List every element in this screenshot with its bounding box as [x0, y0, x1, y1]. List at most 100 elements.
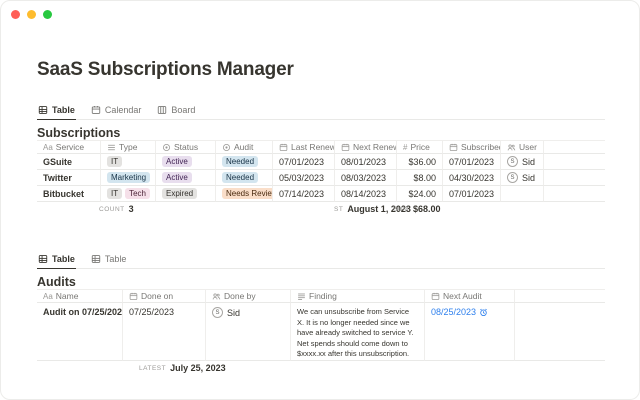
cell-empty[interactable] [544, 170, 605, 186]
tag: Tech [125, 188, 151, 199]
cell-last-renewal[interactable]: 07/14/2023 [273, 186, 335, 202]
audits-aggregates: LATEST July 25, 2023 [37, 361, 605, 375]
audits-title: Audits [37, 275, 76, 289]
person-chip: S Sid [507, 156, 535, 167]
audits-view-tabs: Table Table [37, 251, 605, 269]
calendar-icon [91, 105, 101, 114]
column-header-status[interactable]: Status [156, 140, 216, 154]
tab-label: Table [52, 254, 75, 264]
cell-status[interactable]: Active [156, 154, 216, 170]
column-header-name[interactable]: Aa Name [37, 289, 123, 303]
text-lines-icon [298, 293, 305, 300]
column-header-price[interactable]: # Price [397, 140, 443, 154]
tab-label: Table [52, 105, 75, 115]
person-chip: S Sid [212, 307, 240, 318]
cell-type[interactable]: IT [101, 154, 156, 170]
calendar-icon [431, 292, 440, 300]
column-header-service[interactable]: Aa Service [37, 140, 101, 154]
column-header-user[interactable]: User [501, 140, 544, 154]
cell-subscribed[interactable]: 07/01/2023 [443, 186, 501, 202]
date-reminder-link[interactable]: 08/25/2023 [431, 307, 488, 317]
avatar: S [507, 172, 518, 183]
tag: Marketing [107, 172, 151, 183]
cell-user[interactable]: S Sid [501, 154, 544, 170]
tag: IT [107, 188, 123, 199]
select-icon [163, 143, 170, 151]
tab-label: Board [171, 105, 196, 115]
subscriptions-title: Subscriptions [37, 126, 121, 140]
cell-type[interactable]: IT Tech [101, 186, 156, 202]
maximize-window-button[interactable] [43, 9, 52, 19]
sum-aggregate[interactable]: SUM $68.00 [393, 204, 441, 214]
column-header-done-by[interactable]: Done by [206, 289, 291, 303]
column-header-empty[interactable] [544, 140, 605, 154]
count-aggregate[interactable]: COUNT 3 [99, 204, 134, 214]
cell-name[interactable]: Audit on 07/25/2023 [37, 303, 123, 361]
cell-price[interactable]: $8.00 [397, 170, 443, 186]
cell-user[interactable]: S Sid [501, 170, 544, 186]
text-icon: Aa [43, 291, 53, 301]
audits-table: Aa Name Done on Done by Finding Next Audi… [37, 289, 605, 361]
cell-type[interactable]: Marketing [101, 170, 156, 186]
cell-audit[interactable]: Needed [216, 154, 273, 170]
column-header-last-renewal[interactable]: Last Renewal [273, 140, 335, 154]
hash-icon: # [403, 142, 408, 152]
cell-subscribed[interactable]: 07/01/2023 [443, 154, 501, 170]
tab-board[interactable]: Board [156, 102, 196, 119]
minimize-window-button[interactable] [27, 9, 36, 19]
earliest-date-aggregate[interactable]: ST August 1, 2023 [334, 204, 411, 214]
cell-audit[interactable]: Needed [216, 170, 273, 186]
column-header-subscribed[interactable]: Subscribed [443, 140, 501, 154]
cell-service[interactable]: GSuite [37, 154, 101, 170]
cell-user[interactable] [501, 186, 544, 202]
column-header-audit[interactable]: Audit [216, 140, 273, 154]
cell-next-renewal[interactable]: 08/03/2023 [335, 170, 397, 186]
calendar-icon [129, 292, 138, 300]
cell-subscribed[interactable]: 04/30/2023 [443, 170, 501, 186]
tag: Needed [222, 156, 259, 167]
calendar-icon [341, 143, 350, 151]
close-window-button[interactable] [11, 9, 20, 19]
page-title: SaaS Subscriptions Manager [37, 59, 294, 80]
cell-done-by[interactable]: S Sid [206, 303, 291, 361]
cell-price[interactable]: $36.00 [397, 154, 443, 170]
cell-service[interactable]: Bitbucket [37, 186, 101, 202]
cell-last-renewal[interactable]: 05/03/2023 [273, 170, 335, 186]
tab-table-audits-1[interactable]: Table [37, 251, 76, 269]
column-header-empty[interactable] [515, 289, 605, 303]
cell-next-audit[interactable]: 08/25/2023 [425, 303, 515, 361]
column-header-type[interactable]: Type [101, 140, 156, 154]
cell-empty[interactable] [515, 303, 605, 361]
cell-audit[interactable]: Needs Review [216, 186, 273, 202]
cell-finding[interactable]: We can unsubscribe from Service X. It is… [291, 303, 425, 361]
reminder-clock-icon [480, 308, 487, 316]
cell-next-renewal[interactable]: 08/01/2023 [335, 154, 397, 170]
cell-empty[interactable] [544, 186, 605, 202]
tag: IT [107, 156, 123, 167]
latest-date-aggregate[interactable]: LATEST July 25, 2023 [139, 363, 226, 373]
cell-empty[interactable] [544, 154, 605, 170]
cell-last-renewal[interactable]: 07/01/2023 [273, 154, 335, 170]
tag: Expired [162, 188, 198, 199]
column-header-finding[interactable]: Finding [291, 289, 425, 303]
tab-calendar[interactable]: Calendar [90, 102, 143, 119]
calendar-icon [279, 143, 288, 151]
cell-price[interactable]: $24.00 [397, 186, 443, 202]
tag: Needs Review [222, 188, 272, 199]
cell-done-on[interactable]: 07/25/2023 [123, 303, 206, 361]
tab-table-audits-2[interactable]: Table [90, 251, 128, 268]
tab-table[interactable]: Table [37, 102, 76, 120]
subscriptions-view-tabs: Table Calendar Board [37, 102, 605, 120]
column-header-next-audit[interactable]: Next Audit [425, 289, 515, 303]
person-chip: S Sid [507, 172, 535, 183]
cell-next-renewal[interactable]: 08/14/2023 [335, 186, 397, 202]
cell-service[interactable]: Twitter [37, 170, 101, 186]
column-header-done-on[interactable]: Done on [123, 289, 206, 303]
cell-status[interactable]: Active [156, 170, 216, 186]
cell-status[interactable]: Expired [156, 186, 216, 202]
tag: Active [162, 172, 192, 183]
tab-label: Table [104, 254, 127, 264]
column-header-next-renewal[interactable]: Next Renewal [335, 140, 397, 154]
